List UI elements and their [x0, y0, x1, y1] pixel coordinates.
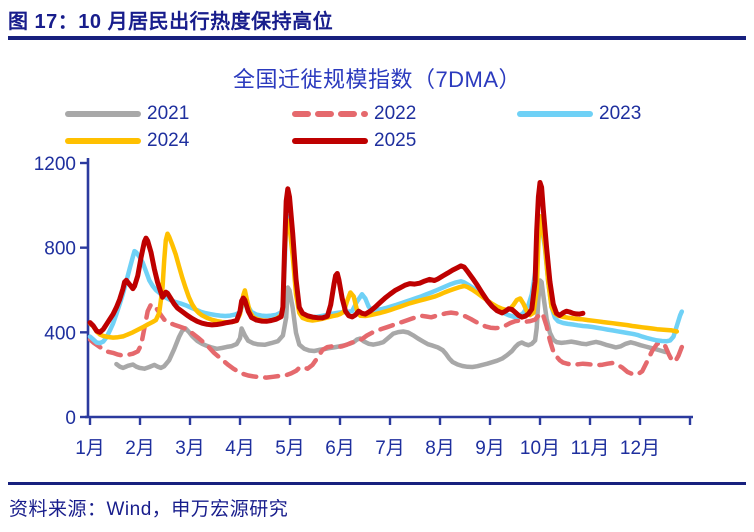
- footer-divider: [8, 482, 746, 485]
- x-tick-label-8: 8月: [425, 438, 455, 459]
- y-tick-label-800: 800: [44, 239, 76, 260]
- series-line-2024: [87, 214, 680, 340]
- y-tick-label-1200: 1200: [34, 154, 76, 175]
- x-tick-label-10: 10月: [520, 438, 560, 459]
- chart-title: 全国迁徙规模指数（7DMA）: [232, 67, 522, 92]
- header-underline: [8, 36, 746, 40]
- x-tick-label-6: 6月: [325, 438, 355, 459]
- series-line-2022: [87, 302, 688, 380]
- figure-title: 图 17：10 月居民出行热度保持高位: [8, 11, 334, 33]
- x-tick-label-1: 1月: [75, 438, 105, 459]
- x-tick-label-3: 3月: [175, 438, 205, 459]
- y-tick-label-0: 0: [65, 408, 76, 429]
- x-tick-label-7: 7月: [375, 438, 405, 459]
- source-text: 资料来源：Wind，申万宏源研究: [9, 499, 289, 520]
- x-tick-label-9: 9月: [475, 438, 505, 459]
- x-tick-label-4: 4月: [225, 438, 255, 459]
- x-tick-label-12: 12月: [620, 438, 660, 459]
- x-tick-label-2: 2月: [125, 438, 155, 459]
- series-line-2025: [87, 180, 586, 335]
- x-tick-label-11: 11月: [571, 438, 610, 459]
- x-tick-label-5: 5月: [275, 438, 305, 459]
- y-tick-label-400: 400: [44, 323, 76, 344]
- series-line-2021: [114, 278, 668, 371]
